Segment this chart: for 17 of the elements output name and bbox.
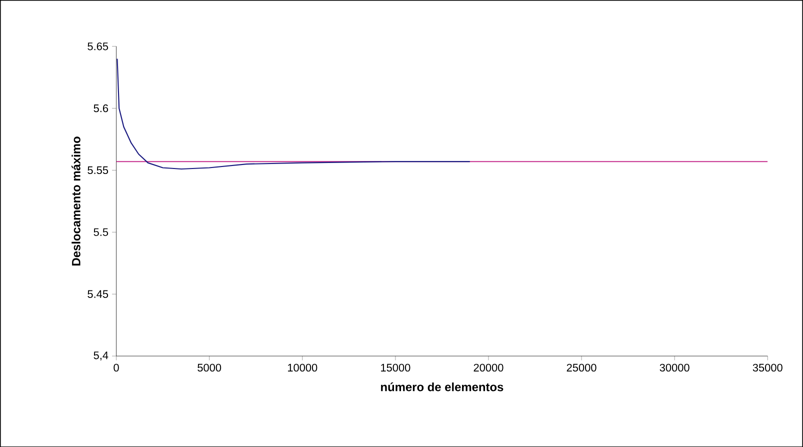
y-tick-label: 5.55 — [88, 166, 108, 174]
y-tick-label: 5,4 — [94, 351, 108, 360]
x-tick-label: 5000 — [198, 364, 222, 372]
x-tick-label: 25000 — [566, 364, 596, 372]
x-tick-label: 30000 — [660, 364, 690, 372]
y-axis-title: Deslocamento máximo — [72, 136, 80, 266]
y-tick-label: 5.6 — [94, 104, 108, 112]
x-tick-label: 35000 — [752, 364, 782, 372]
y-tick-label: 5.45 — [88, 290, 108, 298]
y-tick-label: 5.5 — [94, 228, 108, 236]
line-series — [116, 58, 470, 170]
x-tick-label: 10000 — [288, 364, 318, 372]
y-tick-label: 5.65 — [88, 42, 108, 50]
x-tick-label: 15000 — [381, 364, 410, 372]
x-tick-label: 20000 — [474, 364, 504, 372]
x-axis-title: número de elementos — [381, 382, 504, 392]
x-tick-label: 0 — [114, 364, 119, 372]
